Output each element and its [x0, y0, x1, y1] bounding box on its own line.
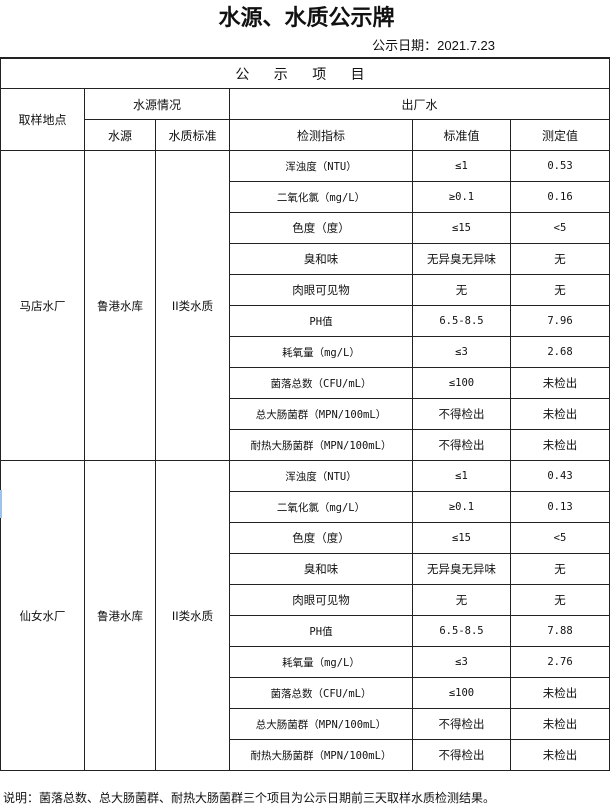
indicator: 浑浊度（NTU）: [229, 150, 413, 182]
table-row: PH值 6.5-8.5 7.96: [1, 305, 611, 337]
plant-name: 仙女水厂: [0, 460, 85, 771]
standard-value: ≤100: [412, 367, 511, 399]
table-row: 菌落总数（CFU/mL） ≤100 未检出: [1, 677, 611, 709]
water-quality-table: 公 示 项 目 取样地点 水源情况 出厂水 水源 水质标准 检测指标 标准值 测…: [0, 57, 611, 771]
indicator: 耐热大肠菌群（MPN/100mL）: [229, 429, 413, 461]
table-row: 耐热大肠菌群（MPN/100mL） 不得检出 未检出: [1, 739, 611, 771]
row-selection-marker: [0, 490, 2, 518]
measured-value: 0.53: [509, 150, 611, 182]
water-class: II类水质: [155, 460, 230, 771]
measured-value: 0.43: [509, 460, 611, 492]
footnote: 说明：菌落总数、总大肠菌群、耐热大肠菌群三个项目为公示日期前三天取样水质检测结果…: [3, 791, 496, 805]
indicator: 耗氧量（mg/L）: [229, 336, 413, 368]
standard-value: ≤1: [412, 460, 511, 492]
measured-value: 7.88: [509, 615, 611, 647]
standard-value: 无异臭无异味: [412, 243, 511, 275]
table-row: 肉眼可见物无无: [1, 274, 611, 306]
indicator: 耗氧量（mg/L）: [229, 646, 413, 678]
indicator: 肉眼可见物: [229, 584, 413, 616]
table-row: 耗氧量（mg/L） ≤3 2.76: [1, 646, 611, 678]
indicator: PH值: [229, 615, 413, 647]
standard-value: ≥0.1: [412, 181, 511, 213]
measured-value: 未检出: [509, 677, 611, 709]
water-source: 鲁港水库: [84, 150, 156, 461]
standard-value: 不得检出: [412, 708, 511, 740]
table-row: PH值 6.5-8.5 7.88: [1, 615, 611, 647]
table-row: 耗氧量（mg/L） ≤3 2.68: [1, 336, 611, 368]
section-title: 公 示 项 目: [0, 57, 611, 89]
table-row: 臭和味 无异臭无异味无: [1, 243, 611, 275]
indicator: 二氧化氯（mg/L）: [229, 491, 413, 523]
header-location: 取样地点: [0, 88, 85, 151]
indicator: 总大肠菌群（MPN/100mL）: [229, 708, 413, 740]
table-row: 色度（度） ≤15 <5: [1, 212, 611, 244]
measured-value: <5: [509, 522, 611, 554]
page-title: 水源、水质公示牌: [218, 6, 395, 31]
indicator: 浑浊度（NTU）: [229, 460, 413, 492]
standard-value: ≤15: [412, 212, 511, 244]
standard-value: 6.5-8.5: [412, 615, 511, 647]
indicator: 肉眼可见物: [229, 274, 413, 306]
water-source: 鲁港水库: [84, 460, 156, 771]
indicator: 菌落总数（CFU/mL）: [229, 677, 413, 709]
table-row: 二氧化氯（mg/L） ≥0.1 0.16: [1, 181, 611, 213]
indicator: 菌落总数（CFU/mL）: [229, 367, 413, 399]
measured-value: 未检出: [509, 708, 611, 740]
indicator: 色度（度）: [229, 522, 413, 554]
header-standard-class: 水质标准: [155, 119, 230, 151]
measured-value: 无: [509, 274, 611, 306]
table-row: 马店水厂 鲁港水库 II类水质 浑浊度（NTU） ≤1 0.53: [0, 150, 611, 461]
measured-value: 2.68: [509, 336, 611, 368]
publish-date: 公示日期：2021.7.23: [372, 38, 495, 53]
standard-value: ≤100: [412, 677, 511, 709]
table-row: 总大肠菌群（MPN/100mL） 不得检出 未检出: [1, 398, 611, 430]
indicator: PH值: [229, 305, 413, 337]
header-measured-value: 测定值: [509, 119, 611, 151]
standard-value: 不得检出: [412, 739, 511, 771]
header-source: 水源: [84, 119, 156, 151]
measured-value: 未检出: [509, 429, 611, 461]
indicator: 总大肠菌群（MPN/100mL）: [229, 398, 413, 430]
table-row: 色度（度） ≤15 <5: [1, 522, 611, 554]
standard-value: ≤3: [412, 646, 511, 678]
measured-value: 2.76: [509, 646, 611, 678]
header-output-group: 出厂水: [228, 88, 611, 120]
table-row: 肉眼可见物无无: [1, 584, 611, 616]
measured-value: 无: [509, 553, 611, 585]
measured-value: 无: [509, 584, 611, 616]
water-class: II类水质: [155, 150, 230, 461]
header-indicator: 检测指标: [229, 119, 413, 151]
measured-value: <5: [509, 212, 611, 244]
standard-value: 不得检出: [412, 398, 511, 430]
indicator: 色度（度）: [229, 212, 413, 244]
standard-value: ≤3: [412, 336, 511, 368]
standard-value: ≥0.1: [412, 491, 511, 523]
header-standard-value: 标准值: [412, 119, 511, 151]
measured-value: 未检出: [509, 398, 611, 430]
measured-value: 未检出: [509, 739, 611, 771]
measured-value: 未检出: [509, 367, 611, 399]
standard-value: 6.5-8.5: [412, 305, 511, 337]
indicator: 臭和味: [229, 243, 413, 275]
header-source-group: 水源情况: [84, 88, 230, 120]
standard-value: ≤1: [412, 150, 511, 182]
standard-value: 不得检出: [412, 429, 511, 461]
indicator: 二氧化氯（mg/L）: [229, 181, 413, 213]
standard-value: 无: [412, 274, 511, 306]
standard-value: ≤15: [412, 522, 511, 554]
indicator: 耐热大肠菌群（MPN/100mL）: [229, 739, 413, 771]
standard-value: 无异臭无异味: [412, 553, 511, 585]
plant-name: 马店水厂: [0, 150, 85, 461]
table-row: 仙女水厂 鲁港水库 II类水质 浑浊度（NTU） ≤1 0.43: [0, 460, 611, 771]
measured-value: 7.96: [509, 305, 611, 337]
table-row: 臭和味 无异臭无异味无: [1, 553, 611, 585]
table-row: 菌落总数（CFU/mL） ≤100 未检出: [1, 367, 611, 399]
measured-value: 无: [509, 243, 611, 275]
measured-value: 0.13: [509, 491, 611, 523]
measured-value: 0.16: [509, 181, 611, 213]
indicator: 臭和味: [229, 553, 413, 585]
standard-value: 无: [412, 584, 511, 616]
